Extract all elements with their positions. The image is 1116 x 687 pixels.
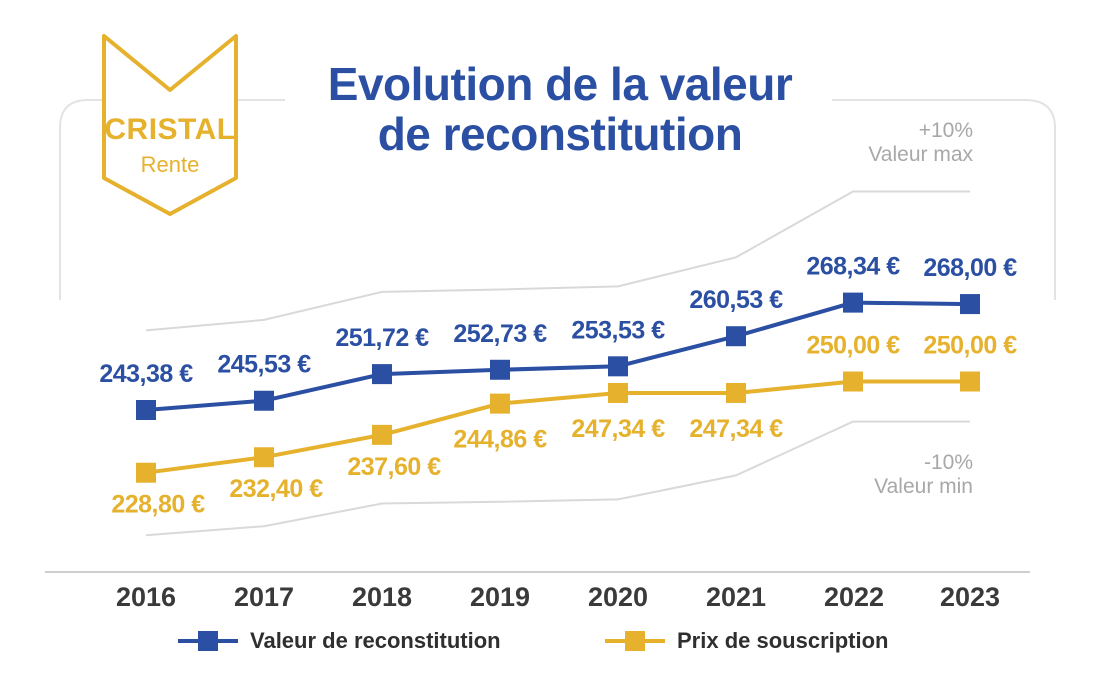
data-point-valeur: [843, 292, 863, 313]
logo-brand: CRISTAL: [104, 113, 236, 146]
data-label-prix: 247,34 €: [571, 415, 665, 443]
x-tick-label: 2018: [351, 582, 413, 612]
data-label-valeur: 268,00 €: [923, 254, 1017, 282]
data-point-prix: [726, 382, 746, 403]
data-point-prix: [960, 371, 980, 392]
data-label-valeur: 251,72 €: [335, 324, 429, 352]
data-point-valeur: [136, 399, 156, 420]
series-line-prix: [145, 379, 970, 475]
data-point-valeur: [726, 326, 746, 347]
legend-label-valeur: Valeur de reconstitution: [250, 628, 501, 653]
data-label-valeur: 252,73 €: [453, 320, 547, 348]
data-label-prix: 244,86 €: [453, 426, 547, 454]
x-tick-label: 2019: [469, 582, 531, 612]
frame-outline: [59, 99, 1056, 300]
x-tick-label: 2021: [705, 582, 767, 612]
legend-swatch-prix: [605, 631, 665, 651]
x-tick-label: 2023: [939, 582, 1001, 612]
data-point-valeur: [372, 364, 392, 385]
x-tick-label: 2020: [587, 582, 649, 612]
logo-product: Rente: [140, 152, 200, 177]
chart-title-line2: de reconstitution: [377, 108, 743, 160]
upper-band-pct: +10%: [918, 119, 973, 142]
data-label-prix: 247,34 €: [689, 415, 783, 443]
data-point-prix: [843, 371, 863, 392]
data-label-valeur: 260,53 €: [689, 286, 783, 314]
data-label-prix: 250,00 €: [806, 332, 900, 360]
x-tick-label: 2022: [823, 582, 885, 612]
lower-band-label: Valeur min: [874, 475, 973, 498]
data-point-valeur: [490, 359, 510, 380]
data-point-valeur: [608, 356, 628, 377]
data-point-prix: [254, 447, 274, 468]
data-label-valeur: 245,53 €: [217, 351, 311, 379]
data-label-prix: 237,60 €: [347, 453, 441, 481]
data-label-prix: 232,40 €: [229, 475, 323, 503]
data-point-valeur: [960, 294, 980, 315]
data-label-prix: 250,00 €: [923, 332, 1017, 360]
lower-band-pct: -10%: [923, 451, 973, 474]
x-tick-label: 2017: [233, 582, 295, 612]
chart-title-line1: Evolution de la valeur: [327, 58, 793, 110]
band-lower-line: [145, 420, 970, 537]
series-line-valeur: [145, 300, 971, 412]
data-label-valeur: 253,53 €: [571, 316, 665, 344]
data-point-prix: [608, 382, 628, 403]
data-label-valeur: 243,38 €: [99, 360, 193, 388]
legend-swatch-valeur: [178, 631, 238, 651]
data-label-prix: 228,80 €: [111, 491, 205, 519]
data-point-prix: [372, 424, 392, 445]
data-point-prix: [490, 393, 510, 414]
data-label-valeur: 268,34 €: [806, 253, 900, 281]
x-tick-label: 2016: [115, 582, 177, 612]
data-point-prix: [136, 462, 156, 483]
upper-band-label: Valeur max: [868, 143, 973, 166]
legend-label-prix: Prix de souscription: [677, 628, 889, 653]
data-point-valeur: [254, 390, 274, 411]
cristal-logo: [102, 34, 238, 216]
band-upper-line: [145, 190, 970, 332]
